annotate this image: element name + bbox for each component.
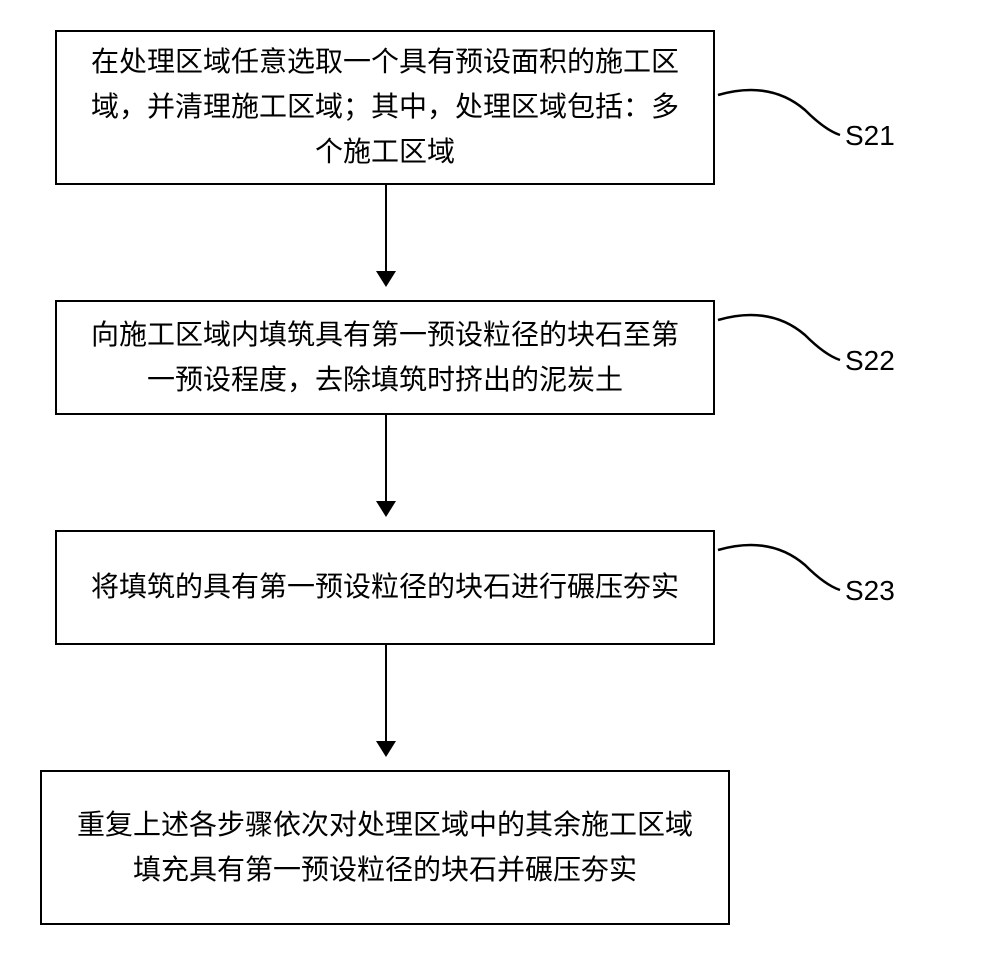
node-text: 在处理区域任意选取一个具有预设面积的施工区域，并清理施工区域；其中，处理区域包括… [81,40,689,174]
arrow-2-3 [385,415,387,515]
label-curve-s22 [715,310,845,380]
step-label-s22: S22 [845,345,895,377]
node-text: 向施工区域内填筑具有第一预设粒径的块石至第一预设程度，去除填筑时挤出的泥炭土 [81,313,689,403]
flowchart-node-s21: 在处理区域任意选取一个具有预设面积的施工区域，并清理施工区域；其中，处理区域包括… [55,30,715,185]
node-text: 重复上述各步骤依次对处理区域中的其余施工区域填充具有第一预设粒径的块石并碾压夯实 [66,803,704,893]
arrow-1-2 [385,185,387,285]
flowchart-node-s22: 向施工区域内填筑具有第一预设粒径的块石至第一预设程度，去除填筑时挤出的泥炭土 [55,300,715,415]
flowchart-container: 在处理区域任意选取一个具有预设面积的施工区域，并清理施工区域；其中，处理区域包括… [0,0,1000,974]
node-text: 将填筑的具有第一预设粒径的块石进行碾压夯实 [91,565,679,610]
label-curve-s23 [715,540,845,610]
step-label-s21: S21 [845,120,895,152]
step-label-s23: S23 [845,575,895,607]
label-curve-s21 [715,85,845,155]
flowchart-node-s23: 将填筑的具有第一预设粒径的块石进行碾压夯实 [55,530,715,645]
flowchart-node-final: 重复上述各步骤依次对处理区域中的其余施工区域填充具有第一预设粒径的块石并碾压夯实 [40,770,730,925]
arrow-3-4 [385,645,387,755]
